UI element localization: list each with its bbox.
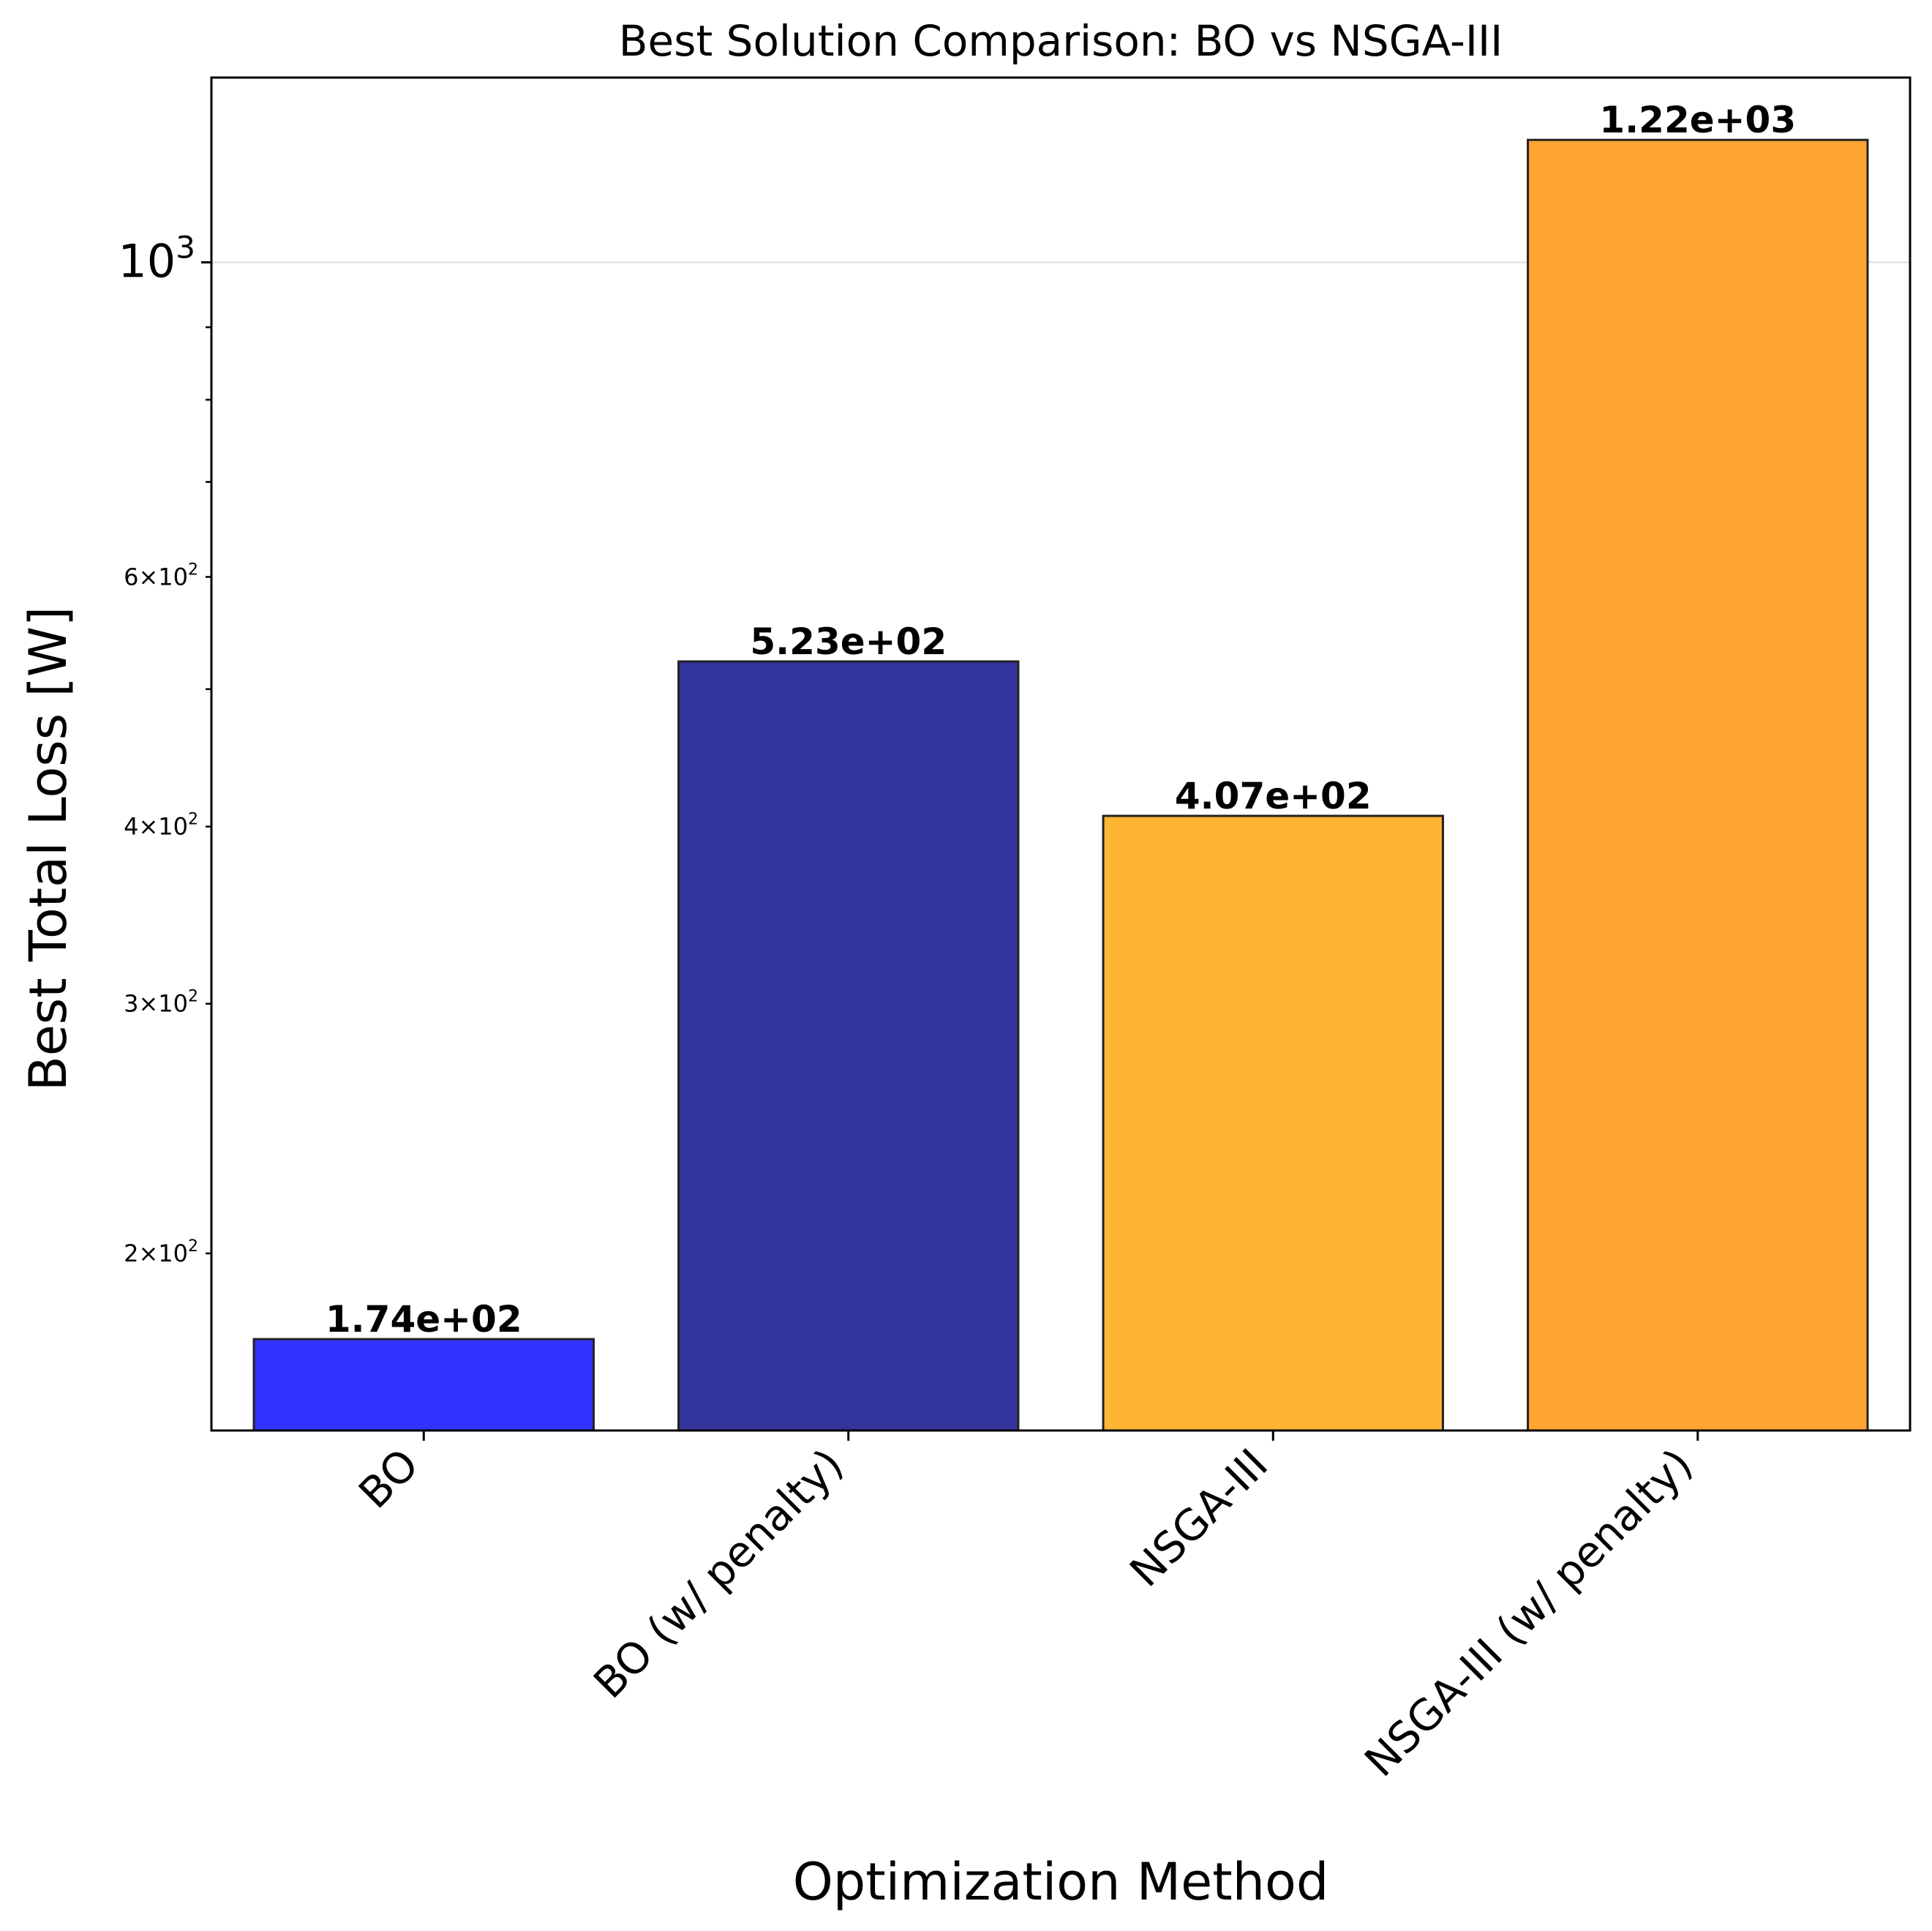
bar-value-label: 4.07e+02: [1175, 775, 1372, 817]
chart-title: Best Solution Comparison: BO vs NSGA-III: [619, 16, 1503, 66]
y-axis-label: Best Total Loss [W]: [18, 607, 78, 1092]
bar-value-label: 1.74e+02: [326, 1298, 522, 1341]
y-tick-label: 3×102: [124, 988, 198, 1018]
y-tick-label: 6×102: [124, 560, 198, 590]
bar-value-label: 1.22e+03: [1599, 99, 1796, 141]
y-axis-ticks: 103 2×102 3×102 4×102 6×102: [118, 230, 211, 1267]
bar: [1102, 814, 1444, 1432]
bar: [1527, 138, 1869, 1432]
y-tick-label: 4×102: [124, 811, 198, 841]
bar-value-label: 5.23e+02: [750, 620, 947, 663]
y-tick-label: 103: [118, 230, 195, 288]
x-axis-label: Optimization Method: [793, 1852, 1329, 1912]
bar: [677, 660, 1020, 1432]
value-labels: 1.74e+02 5.23e+02 4.07e+02 1.22e+03: [326, 99, 1796, 1341]
y-tick-label: 2×102: [124, 1237, 198, 1267]
bar: [252, 1338, 595, 1432]
plot-frame: [210, 76, 1912, 1432]
